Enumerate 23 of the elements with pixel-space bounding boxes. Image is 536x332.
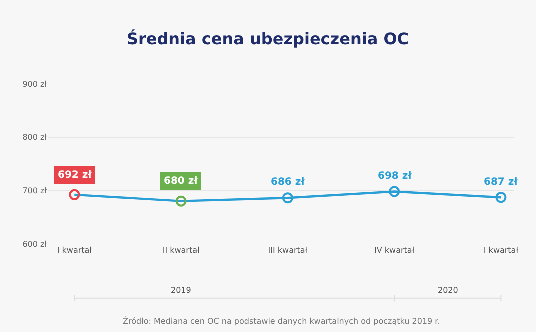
x-tick-label: I kwartał bbox=[484, 246, 520, 255]
data-label: 687 zł bbox=[484, 177, 518, 188]
text: 2019 bbox=[171, 286, 192, 295]
point bbox=[282, 192, 294, 204]
x-tick-label: II kwartał bbox=[162, 246, 200, 255]
x-tick-label: III kwartał bbox=[268, 246, 308, 255]
data-label: 698 zł bbox=[378, 171, 412, 182]
x-tick-label: IV kwartał bbox=[374, 246, 416, 255]
y-tick-label: 600 zł bbox=[22, 240, 48, 249]
point bbox=[69, 189, 80, 200]
text: Źródło: Mediana cen OC na podstawie danych kwartalnych od początku 2019 r. bbox=[123, 316, 440, 326]
point bbox=[389, 186, 400, 198]
x-tick-label: I kwartał bbox=[57, 246, 93, 255]
y-tick-label: 800 zł bbox=[22, 133, 48, 142]
data-label: 680 zł bbox=[164, 176, 198, 187]
data-label: 692 zł bbox=[58, 170, 92, 181]
chart-title: Średnia cena ubezpieczenia OC bbox=[126, 29, 410, 48]
data-label: 686 zł bbox=[271, 177, 306, 188]
point bbox=[496, 192, 507, 204]
y-tick-label: 700 zł bbox=[22, 186, 48, 196]
text: 2020 bbox=[438, 286, 458, 295]
point bbox=[176, 196, 187, 207]
y-tick-label: 900 zł bbox=[22, 80, 48, 89]
